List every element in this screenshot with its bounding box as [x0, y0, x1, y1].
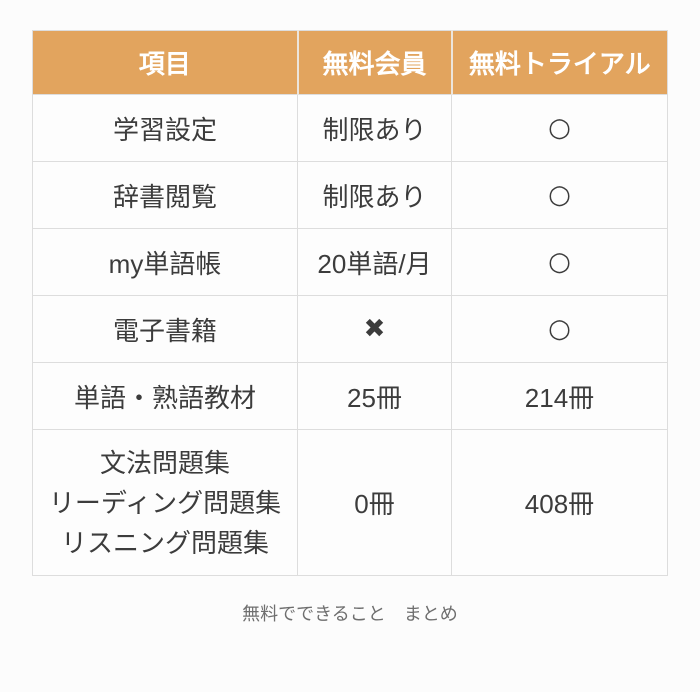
table-row: 電子書籍 ✖ ○ [32, 295, 668, 363]
table-row: 文法問題集 リーディング問題集 リスニング問題集 0冊 408冊 [32, 429, 668, 576]
table-row: 学習設定 制限あり ○ [32, 94, 668, 162]
cell-item: 文法問題集 リーディング問題集 リスニング問題集 [32, 429, 298, 576]
cell-free-trial: 408冊 [451, 429, 668, 576]
cell-item: 単語・熟語教材 [32, 362, 298, 430]
table-row: 辞書閲覧 制限あり ○ [32, 161, 668, 229]
comparison-table: 項目 無料会員 無料トライアル 学習設定 制限あり ○ 辞書閲覧 制限あり ○ … [32, 30, 668, 576]
cell-free-member-cross-icon: ✖ [297, 295, 452, 363]
table-row: 単語・熟語教材 25冊 214冊 [32, 362, 668, 430]
table-row: my単語帳 20単語/月 ○ [32, 228, 668, 296]
header-row: 項目 無料会員 無料トライアル [32, 30, 668, 95]
header-cell-free-trial: 無料トライアル [450, 30, 668, 95]
cell-free-trial: 214冊 [451, 362, 668, 430]
cell-item: my単語帳 [32, 228, 298, 296]
cell-free-member: 制限あり [297, 94, 452, 162]
cell-item: 辞書閲覧 [32, 161, 298, 229]
cell-free-member: 制限あり [297, 161, 452, 229]
cell-free-trial-circle-icon: ○ [451, 94, 668, 162]
header-cell-item: 項目 [32, 30, 298, 95]
cell-free-member: 0冊 [297, 429, 452, 576]
cell-free-trial-circle-icon: ○ [451, 295, 668, 363]
cell-free-member: 20単語/月 [297, 228, 452, 296]
header-cell-free-member: 無料会員 [296, 30, 452, 95]
cell-free-trial-circle-icon: ○ [451, 228, 668, 296]
cell-free-member: 25冊 [297, 362, 452, 430]
cell-free-trial-circle-icon: ○ [451, 161, 668, 229]
cell-item: 電子書籍 [32, 295, 298, 363]
cell-item: 学習設定 [32, 94, 298, 162]
table-caption: 無料でできること まとめ [242, 604, 458, 624]
page: 項目 無料会員 無料トライアル 学習設定 制限あり ○ 辞書閲覧 制限あり ○ … [0, 30, 700, 692]
